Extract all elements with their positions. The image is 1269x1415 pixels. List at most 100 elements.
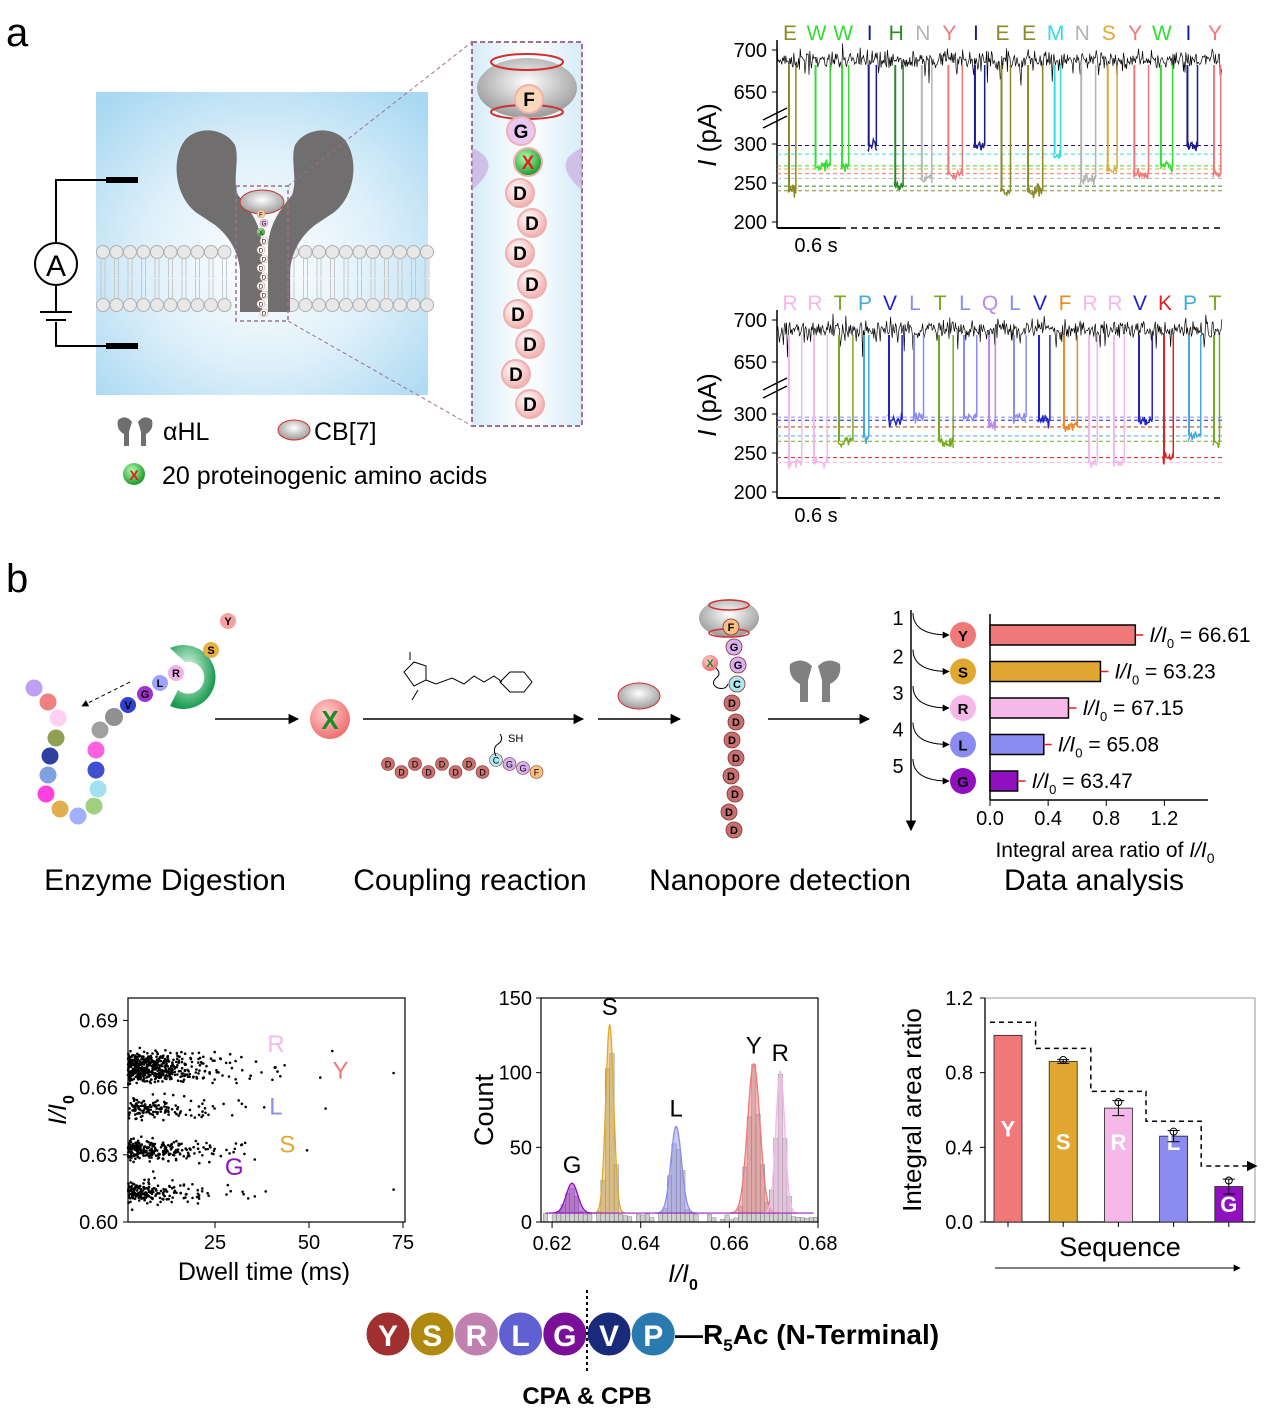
scatter-point xyxy=(128,1082,132,1085)
digest-ball xyxy=(90,720,110,740)
scatter-point xyxy=(127,1066,130,1070)
event-drop xyxy=(1088,335,1090,463)
residue-label: D xyxy=(523,335,537,356)
scatter-point xyxy=(240,1055,243,1059)
peptide-residue xyxy=(475,765,490,779)
scatter-point xyxy=(202,1076,206,1079)
scatter-point xyxy=(213,1050,216,1054)
scatter-point xyxy=(127,1187,130,1190)
peptide-residue-label: D xyxy=(439,760,446,770)
scatter-point xyxy=(162,1062,166,1065)
histogram-bin xyxy=(813,1217,819,1223)
scatter-point xyxy=(162,1143,165,1146)
residue-ball xyxy=(259,254,269,264)
scatter-point xyxy=(128,1079,132,1083)
scatter-point xyxy=(163,1194,166,1198)
scatter-point xyxy=(152,1101,155,1105)
panel-label-b: b xyxy=(6,557,28,601)
detect-x-label: X xyxy=(706,658,714,670)
event-rise xyxy=(826,335,829,463)
scatter-point xyxy=(132,1160,135,1164)
scatter-point xyxy=(138,1156,141,1160)
annotation-rhs: = 63.47 xyxy=(1056,770,1132,793)
scatter-point xyxy=(182,1078,186,1081)
residue-label: D xyxy=(513,244,527,265)
lipid-head xyxy=(177,298,191,312)
residue-ball xyxy=(517,208,547,238)
scatter-point xyxy=(147,1056,150,1060)
scatter-point xyxy=(171,1071,174,1074)
scatter-point xyxy=(249,1074,252,1077)
scatter-point xyxy=(141,1189,145,1192)
event-letter-N: N xyxy=(915,22,930,45)
event-blockade xyxy=(787,184,797,198)
scatter-point xyxy=(181,1080,185,1083)
event-drop xyxy=(1063,335,1065,428)
scatter-point xyxy=(175,1191,178,1194)
scatter-point xyxy=(143,1178,146,1182)
scatter-point xyxy=(189,1057,193,1061)
peptide-residue-label: G xyxy=(519,764,526,774)
event-letter-V: V xyxy=(883,292,897,315)
x-axis-label: Dwell time (ms) xyxy=(178,1258,350,1286)
ahl-pore-left xyxy=(176,130,262,312)
y-tick-label: 50 xyxy=(510,1137,532,1159)
scatter-point xyxy=(159,1200,162,1204)
scatter-point xyxy=(145,1111,148,1114)
scatter-point xyxy=(163,1105,166,1108)
detect-residue xyxy=(729,656,747,674)
scatter-point xyxy=(128,1107,131,1110)
event-blockade xyxy=(787,457,803,469)
annotation-lhs: I/I xyxy=(1058,734,1076,757)
event-letter-V: V xyxy=(1033,292,1047,315)
lipid-membrane xyxy=(96,245,434,312)
x-tick-label: 0.62 xyxy=(533,1233,572,1255)
scatter-point xyxy=(150,1058,154,1062)
scatter-point xyxy=(131,1142,135,1146)
scatter-point xyxy=(205,1141,208,1145)
event-letter-K: K xyxy=(1158,292,1172,315)
histogram-bin xyxy=(791,1216,797,1223)
lipid-tail xyxy=(141,279,146,299)
scatter-point xyxy=(141,1196,144,1200)
event-blockade xyxy=(1012,412,1027,424)
scatter-point xyxy=(146,1146,150,1149)
y-label-unit: (pA) xyxy=(692,373,722,429)
scatter-point xyxy=(149,1064,152,1067)
scatter-point xyxy=(186,1200,189,1203)
y-tick-label: 0.8 xyxy=(945,1063,973,1085)
y-tick-label: 0.4 xyxy=(945,1137,973,1159)
scatter-point xyxy=(180,1050,183,1054)
scatter-point xyxy=(170,1107,174,1111)
scatter-point xyxy=(146,1075,150,1078)
scatter-point xyxy=(164,1067,167,1071)
scatter-point xyxy=(164,1110,167,1113)
lipid-head xyxy=(123,298,137,312)
scatter-point xyxy=(197,1195,200,1199)
digest-residue-label: L xyxy=(157,678,164,690)
annotation: I/I0 = 63.47 xyxy=(1032,770,1133,797)
lipid-tail xyxy=(330,279,335,299)
peptide-residue xyxy=(529,765,544,779)
dashed-arrow xyxy=(81,681,131,707)
detect-residue-label: D xyxy=(732,753,740,765)
detect-residue-label: C xyxy=(733,679,741,691)
event-rise xyxy=(1196,65,1199,146)
residue-label: R xyxy=(958,701,969,718)
cluster-label-S: S xyxy=(279,1132,295,1159)
scatter-point xyxy=(134,1066,137,1069)
event-drop xyxy=(867,65,870,146)
scatter-point xyxy=(129,1138,133,1141)
event-drop xyxy=(1159,65,1162,166)
annotation-sub: 0 xyxy=(1167,636,1174,651)
residue-label: X xyxy=(522,153,535,174)
scatter-point xyxy=(167,1113,170,1116)
scatter-point xyxy=(184,1113,188,1117)
scatter-point xyxy=(202,1146,205,1149)
residue-ball xyxy=(256,209,266,219)
cb7-icon xyxy=(617,682,661,710)
event-blockade xyxy=(1052,149,1062,159)
order-curve xyxy=(912,722,950,748)
event-drop xyxy=(1038,335,1040,421)
